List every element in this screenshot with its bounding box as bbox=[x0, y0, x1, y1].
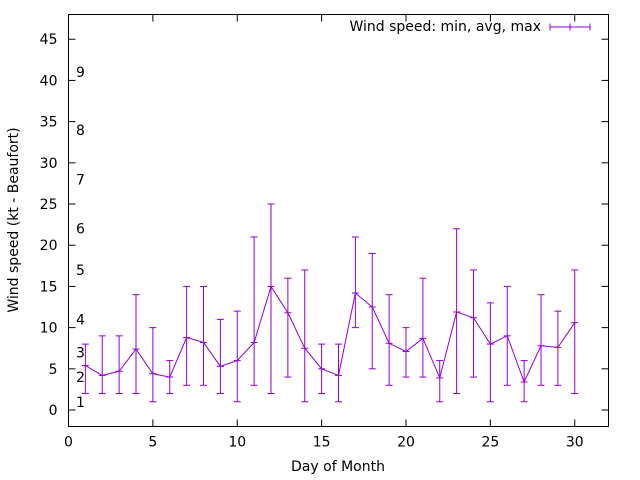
legend-label: Wind speed: min, avg, max bbox=[349, 19, 541, 35]
y-tick-label: 0 bbox=[49, 403, 58, 419]
beaufort-label: 1 bbox=[76, 395, 85, 411]
avg-line bbox=[85, 285, 576, 384]
y-tick-label: 10 bbox=[40, 321, 58, 337]
y-axis-label: Wind speed (kt - Beaufort) bbox=[6, 127, 22, 312]
beaufort-label: 7 bbox=[76, 172, 85, 188]
beaufort-label: 2 bbox=[76, 370, 85, 386]
x-tick-label: 0 bbox=[64, 435, 73, 451]
y-tick-label: 20 bbox=[40, 238, 58, 254]
y-tick-label: 5 bbox=[49, 362, 58, 378]
y-tick-label: 15 bbox=[40, 279, 58, 295]
beaufort-label: 4 bbox=[76, 312, 85, 328]
beaufort-label: 6 bbox=[76, 222, 85, 238]
x-axis-label: Day of Month bbox=[291, 459, 385, 475]
y-tick-label: 30 bbox=[40, 156, 58, 172]
beaufort-label: 8 bbox=[76, 123, 85, 139]
x-tick-label: 25 bbox=[481, 435, 499, 451]
beaufort-label: 3 bbox=[76, 345, 85, 361]
x-tick-label: 30 bbox=[566, 435, 584, 451]
beaufort-labels: 1 2 3 4 5 6 7 8 9 bbox=[76, 65, 85, 411]
x-tick-label: 5 bbox=[148, 435, 157, 451]
x-tick-label: 10 bbox=[228, 435, 246, 451]
series-wind-speed bbox=[81, 203, 579, 403]
y-tick-label: 35 bbox=[40, 115, 58, 131]
beaufort-label: 5 bbox=[76, 263, 85, 279]
legend: Wind speed: min, avg, max bbox=[349, 19, 591, 35]
x-tick-label: 20 bbox=[397, 435, 415, 451]
plot-frame bbox=[68, 14, 609, 427]
legend-key bbox=[549, 23, 591, 31]
y-tick-label: 45 bbox=[40, 32, 58, 48]
y-tick-label: 25 bbox=[40, 197, 58, 213]
y-tick-label: 40 bbox=[40, 73, 58, 89]
beaufort-label: 9 bbox=[76, 65, 85, 81]
x-tick-label: 15 bbox=[313, 435, 331, 451]
